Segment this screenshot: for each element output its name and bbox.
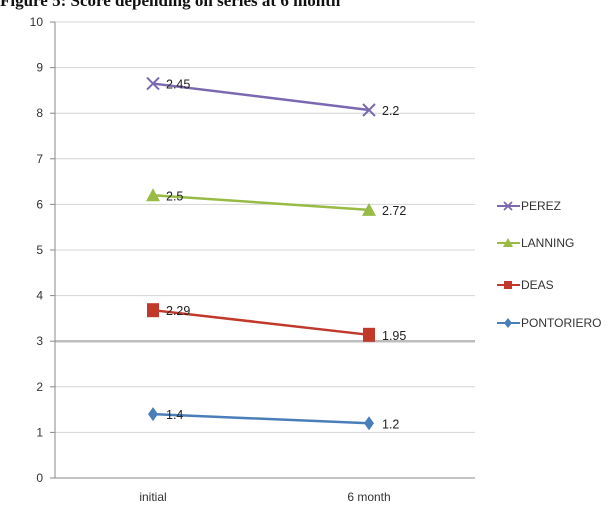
series-line: [152, 82, 370, 112]
y-tick-label: 5: [36, 243, 43, 257]
x-marker: [146, 76, 160, 91]
series-lanning: 2.5 2.72: [146, 188, 406, 218]
square-marker: [363, 327, 375, 342]
y-axis-ticks: 0 1 2 3 4 5 6 7 8 9 10: [30, 15, 55, 485]
legend-diamond-marker: [504, 318, 512, 328]
y-tick-label: 10: [30, 15, 44, 29]
legend-item-deas: DEAS: [497, 278, 554, 292]
x-tick-label: 6 month: [347, 490, 390, 504]
legend-triangle-marker: [503, 238, 513, 247]
legend-label: PONTORIERO: [521, 316, 601, 330]
square-marker: [147, 303, 159, 318]
legend-item-perez: PEREZ: [497, 199, 561, 213]
x-axis-ticks: initial 6 month: [139, 490, 390, 504]
y-tick-label: 6: [36, 197, 43, 211]
data-label: 1.2: [382, 417, 399, 431]
x-tick-label: initial: [139, 490, 166, 504]
data-label: 2.2: [382, 104, 399, 118]
legend-item-lanning: LANNING: [497, 236, 574, 250]
triangle-marker: [146, 188, 160, 202]
legend-label: DEAS: [521, 278, 554, 292]
diamond-marker: [364, 416, 374, 431]
triangle-marker: [362, 202, 376, 216]
figure-caption: Figure 5: Score depending on series at 6…: [0, 0, 341, 10]
legend-item-pontoriero: PONTORIERO: [497, 316, 601, 330]
y-tick-label: 4: [36, 289, 43, 303]
legend: PEREZ LANNING DEAS PONTORIERO: [497, 199, 601, 330]
data-label: 2.29: [166, 304, 190, 318]
gridlines: [55, 21, 475, 433]
series-layer: 2.45 2.2 2.5 2.72 2.29 1.95 1.4 1.2: [146, 76, 406, 431]
series-line: [152, 412, 370, 425]
y-tick-label: 8: [36, 106, 43, 120]
diamond-marker: [148, 407, 158, 422]
y-tick-label: 7: [36, 152, 43, 166]
legend-label: LANNING: [521, 236, 574, 250]
data-label: 2.72: [382, 204, 406, 218]
data-label: 2.5: [166, 189, 183, 203]
data-label: 1.4: [166, 408, 183, 422]
y-tick-label: 3: [36, 334, 43, 348]
series-deas: 2.29 1.95: [147, 303, 406, 343]
series-pontoriero: 1.4 1.2: [148, 407, 399, 431]
legend-x-marker: [503, 201, 513, 211]
series-line: [152, 194, 370, 212]
y-tick-label: 2: [36, 380, 43, 394]
y-tick-label: 1: [36, 425, 43, 439]
legend-square-marker: [504, 281, 512, 289]
y-tick-label: 0: [36, 471, 43, 485]
x-marker: [362, 103, 376, 117]
series-perez: 2.45 2.2: [146, 76, 399, 118]
data-label: 1.95: [382, 329, 406, 343]
y-tick-label: 9: [36, 61, 43, 75]
series-line: [152, 308, 370, 337]
data-label: 2.45: [166, 78, 190, 92]
legend-label: PEREZ: [521, 199, 561, 213]
